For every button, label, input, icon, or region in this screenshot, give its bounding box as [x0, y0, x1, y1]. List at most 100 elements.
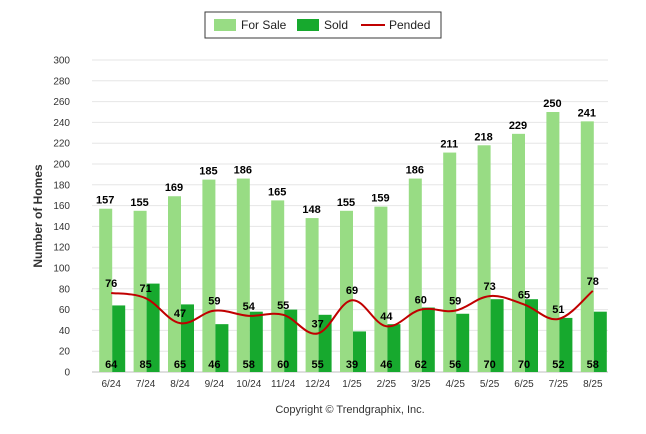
for-sale-bar — [305, 218, 319, 372]
for-sale-value-label: 186 — [234, 165, 252, 177]
sold-value-label: 56 — [449, 359, 461, 371]
pended-value-label: 73 — [483, 281, 495, 293]
pended-value-label: 37 — [311, 319, 323, 331]
data-labels: 157 64 155 85 169 65 185 46 186 58 165 60 148 55 155 39… — [96, 98, 599, 371]
for-sale-bar — [374, 206, 388, 372]
y-tick-label: 0 — [64, 368, 70, 379]
y-tick-label: 120 — [53, 243, 70, 254]
for-sale-value-label: 229 — [509, 120, 527, 132]
x-tick-label: 1/25 — [342, 379, 362, 390]
for-sale-value-label: 148 — [302, 204, 320, 216]
x-tick-label: 10/24 — [236, 379, 261, 390]
x-tick-label: 4/25 — [445, 379, 465, 390]
y-tick-label: 180 — [53, 180, 70, 191]
sold-value-label: 62 — [415, 359, 427, 371]
sold-bar — [456, 313, 470, 372]
x-tick-label: 7/24 — [136, 379, 156, 390]
y-axis-label: Number of Homes — [31, 164, 45, 268]
legend-swatch-sold — [297, 19, 319, 31]
sold-bar — [318, 314, 332, 372]
sold-bar — [249, 311, 263, 372]
sold-bar — [387, 324, 401, 372]
sold-value-label: 58 — [243, 359, 255, 371]
x-axis: 6/24 7/24 8/24 9/24 10/24 11/24 12/24 1/25 2/25 3… — [101, 379, 603, 390]
for-sale-bar — [236, 178, 250, 372]
sold-value-label: 60 — [277, 359, 289, 371]
y-tick-label: 60 — [59, 305, 71, 316]
x-tick-label: 3/25 — [411, 379, 431, 390]
for-sale-bar — [202, 179, 216, 372]
pended-value-label: 59 — [449, 296, 461, 308]
sold-bar — [593, 311, 607, 372]
x-tick-label: 8/25 — [583, 379, 603, 390]
sold-bar — [284, 309, 298, 372]
y-axis: 0 20 40 60 80 100 120 140 160 180 200 220 240 260 280 3… — [53, 56, 70, 379]
y-tick-label: 200 — [53, 160, 70, 171]
for-sale-value-label: 155 — [130, 197, 148, 209]
for-sale-bar — [271, 200, 285, 372]
sold-bar — [525, 299, 538, 372]
pended-value-label: 51 — [552, 304, 564, 316]
for-sale-bar — [546, 112, 560, 372]
for-sale-bar — [477, 145, 491, 372]
y-tick-label: 280 — [53, 76, 70, 87]
sold-value-label: 70 — [518, 359, 530, 371]
x-tick-label: 6/24 — [101, 379, 121, 390]
sold-value-label: 65 — [174, 359, 186, 371]
sold-value-label: 52 — [552, 359, 564, 371]
for-sale-bar — [580, 121, 594, 372]
y-tick-label: 100 — [53, 264, 70, 275]
x-tick-label: 7/25 — [549, 379, 569, 390]
pended-value-label: 71 — [139, 283, 151, 295]
pended-value-label: 69 — [346, 285, 358, 297]
y-tick-label: 40 — [59, 326, 71, 337]
y-tick-label: 220 — [53, 139, 70, 150]
sold-bar — [215, 324, 229, 372]
pended-value-label: 47 — [174, 308, 186, 320]
y-tick-label: 300 — [53, 56, 70, 67]
pended-line-path — [111, 290, 594, 335]
sold-value-label: 64 — [105, 359, 118, 371]
for-sale-bar — [512, 133, 525, 372]
sold-value-label: 39 — [346, 359, 358, 371]
pended-value-label: 65 — [518, 289, 530, 301]
for-sale-value-label: 250 — [543, 98, 561, 110]
for-sale-value-label: 159 — [371, 193, 389, 205]
x-tick-label: 6/25 — [514, 379, 534, 390]
y-tick-label: 160 — [53, 201, 70, 212]
sold-bar — [421, 307, 435, 372]
legend-label-pended: Pended — [389, 18, 430, 32]
for-sale-value-label: 185 — [199, 166, 217, 178]
pended-value-label: 76 — [105, 278, 117, 290]
copyright-text: Copyright © Trendgraphix, Inc. — [275, 404, 424, 416]
legend-swatch-for-sale — [214, 19, 236, 31]
for-sale-bar — [99, 208, 113, 372]
for-sale-value-label: 211 — [440, 139, 458, 151]
legend-label-sold: Sold — [324, 18, 348, 32]
for-sale-value-label: 165 — [268, 186, 286, 198]
for-sale-bar — [133, 210, 147, 372]
y-tick-label: 240 — [53, 118, 70, 129]
legend-label-for-sale: For Sale — [241, 18, 287, 32]
bars — [99, 112, 607, 372]
pended-value-label: 54 — [243, 301, 256, 313]
sold-value-label: 85 — [139, 359, 151, 371]
sold-bar — [112, 305, 126, 372]
y-tick-label: 80 — [59, 284, 71, 295]
pended-value-label: 60 — [415, 295, 427, 307]
for-sale-bar — [408, 178, 422, 372]
sold-bar — [490, 299, 504, 372]
for-sale-bar — [443, 152, 457, 372]
pended-value-label: 44 — [380, 311, 393, 323]
sold-value-label: 55 — [311, 359, 323, 371]
x-tick-label: 12/24 — [305, 379, 330, 390]
y-tick-label: 140 — [53, 222, 70, 233]
x-tick-label: 5/25 — [480, 379, 500, 390]
sold-value-label: 70 — [483, 359, 495, 371]
for-sale-value-label: 157 — [96, 195, 114, 207]
sold-value-label: 46 — [208, 359, 220, 371]
x-tick-label: 8/24 — [170, 379, 190, 390]
x-tick-label: 11/24 — [271, 379, 296, 390]
pended-value-label: 78 — [587, 276, 599, 288]
